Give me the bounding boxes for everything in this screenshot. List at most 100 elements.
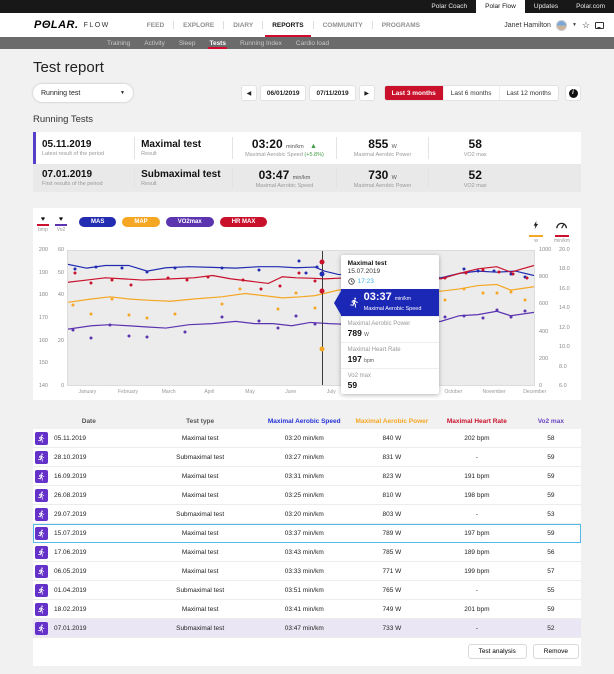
data-point-MAP[interactable] [110,297,114,301]
feedback-chat-icon[interactable] [595,21,604,29]
toggle-map-pill[interactable]: MAP [122,217,160,227]
table-row[interactable]: 18.02.2019 Maximal test 03:41 min/km 749… [33,600,581,619]
topbar-link-updates[interactable]: Updates [533,3,559,10]
table-row[interactable]: 15.07.2019 Maximal test 03:37 min/km 789… [33,524,581,543]
data-point-MAP[interactable] [238,287,242,291]
table-row[interactable]: 06.05.2019 Maximal test 03:33 min/km 771… [33,562,581,581]
nav-item-explore[interactable]: EXPLORE [183,21,215,29]
data-point-VO2max[interactable] [294,314,298,318]
data-point-MAP[interactable] [127,313,131,317]
data-point-HR MAX[interactable] [89,281,93,285]
nav-item-community[interactable]: COMMUNITY [322,21,363,29]
data-point-MAP[interactable] [145,316,149,320]
data-point-VO2max[interactable] [495,308,499,312]
subnav-item-tests[interactable]: Tests [202,37,233,49]
selected-data-point-MAS[interactable] [319,271,325,277]
data-point-HR MAX[interactable] [313,279,317,283]
info-button[interactable]: i [565,85,581,101]
data-point-VO2max[interactable] [481,316,485,320]
remove-button[interactable]: Remove [532,644,579,659]
data-point-MAP[interactable] [276,307,280,311]
selected-data-point-MAP[interactable] [319,346,325,352]
data-point-MAP[interactable] [443,298,447,302]
table-row[interactable]: 05.11.2019 Maximal test 03:20 min/km 840… [33,429,581,448]
data-point-VO2max[interactable] [183,330,186,334]
data-point-MAS[interactable] [145,270,149,274]
data-point-MAS[interactable] [173,266,177,270]
data-point-VO2max[interactable] [313,322,317,326]
data-point-HR MAX[interactable] [241,278,245,282]
date-from-field[interactable]: 06/01/2019 [259,85,307,101]
nav-item-diary[interactable]: DIARY [233,21,254,29]
nav-item-reports[interactable]: REPORTS [263,13,312,37]
data-point-VO2max[interactable] [257,319,261,323]
chart-plot-area[interactable]: Maximal test 15.07.2019 17:23 03:37 min/… [67,250,535,394]
data-point-MAS[interactable] [220,266,224,270]
data-point-HR MAX[interactable] [297,271,301,275]
data-point-HR MAX[interactable] [129,283,133,286]
data-point-MAP[interactable] [523,298,527,302]
subnav-item-training[interactable]: Training [107,39,131,47]
prev-period-button[interactable]: ◀ [240,85,257,101]
nav-item-feed[interactable]: FEED [146,21,165,29]
data-point-VO2max[interactable] [127,334,131,338]
subnav-item-cardio-load[interactable]: Cardio load [295,39,330,47]
selected-data-point-HR MAX[interactable] [319,259,325,265]
user-name[interactable]: Janet Hamilton [504,21,551,29]
table-row[interactable]: 01.04.2019 Submaximal test 03:51 min/km … [33,581,581,600]
data-point-HR MAX[interactable] [511,272,515,276]
data-point-VO2max[interactable] [462,314,466,318]
data-point-VO2max[interactable] [220,315,224,319]
data-point-MAP[interactable] [481,291,485,295]
data-point-MAS[interactable] [509,272,513,276]
data-point-HR MAX[interactable] [278,284,282,288]
data-point-MAS[interactable] [94,265,98,269]
table-row[interactable]: 17.06.2019 Maximal test 03:43 min/km 785… [33,543,581,562]
data-point-VO2max[interactable] [89,336,93,340]
polar-logo[interactable]: PΘLAR. [34,19,79,31]
subnav-item-sleep[interactable]: Sleep [178,39,196,47]
data-point-MAP[interactable] [173,312,177,316]
data-point-VO2max[interactable] [509,315,513,319]
data-point-MAP[interactable] [89,312,93,316]
data-point-MAP[interactable] [495,291,499,295]
table-row[interactable]: 29.07.2019 Submaximal test 03:20 min/km … [33,505,581,524]
data-point-HR MAX[interactable] [525,276,529,280]
data-point-HR MAX[interactable] [464,271,468,275]
data-point-MAS[interactable] [462,267,466,271]
data-point-VO2max[interactable] [108,323,112,327]
data-point-HR MAX[interactable] [259,287,263,291]
data-point-MAS[interactable] [523,275,527,279]
data-point-MAS[interactable] [492,269,496,273]
date-to-field[interactable]: 07/11/2019 [309,85,356,101]
data-point-MAS[interactable] [257,268,261,272]
data-point-MAP[interactable] [294,291,298,295]
subnav-item-running-index[interactable]: Running Index [239,39,282,47]
data-point-VO2max[interactable] [145,335,149,339]
data-point-HR MAX[interactable] [481,268,485,272]
data-point-MAP[interactable] [462,287,466,291]
next-period-button[interactable]: ▶ [358,85,375,101]
table-row[interactable]: 07.01.2019 Submaximal test 03:47 min/km … [33,619,581,638]
data-point-MAS[interactable] [304,271,308,275]
data-point-MAS[interactable] [120,266,124,270]
subnav-item-activity[interactable]: Activity [144,39,165,47]
data-point-VO2max[interactable] [443,315,447,319]
data-point-MAP[interactable] [509,290,513,294]
data-point-MAS[interactable] [476,269,480,273]
data-point-MAS[interactable] [297,259,301,263]
table-row[interactable]: 26.08.2019 Maximal test 03:25 min/km 810… [33,486,581,505]
data-point-MAS[interactable] [73,267,77,271]
topbar-link-polar-com[interactable]: Polar.com [576,3,605,10]
test-analysis-button[interactable]: Test analysis [467,644,527,659]
selected-data-point-HR MAX[interactable] [319,288,325,294]
data-point-HR MAX[interactable] [206,275,210,279]
data-point-VO2max[interactable] [276,326,280,330]
data-point-HR MAX[interactable] [110,278,114,282]
data-point-MAP[interactable] [71,303,75,307]
report-type-select[interactable]: Running test ▼ [33,84,133,102]
topbar-link-polar-coach[interactable]: Polar Coach [431,3,468,10]
data-point-MAP[interactable] [313,306,317,310]
data-point-MAS[interactable] [315,265,319,269]
data-point-HR MAX[interactable] [443,276,447,280]
